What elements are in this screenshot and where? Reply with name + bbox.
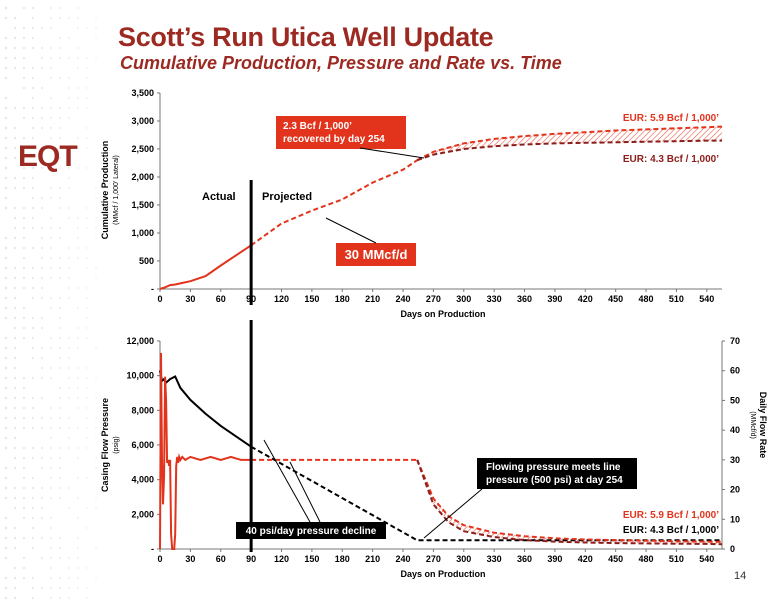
x-tick-label: 120 bbox=[274, 554, 289, 564]
eur-low-label: EUR: 4.3 Bcf / 1,000’ bbox=[623, 154, 719, 165]
eur-low-label: EUR: 4.3 Bcf / 1,000’ bbox=[623, 525, 719, 536]
y2-tick-label: 50 bbox=[730, 395, 740, 405]
y2-axis-label: Daily Flow Rate bbox=[758, 392, 768, 459]
series-line bbox=[160, 353, 251, 549]
x-tick-label: 120 bbox=[274, 294, 289, 304]
x-tick-label: 510 bbox=[669, 554, 684, 564]
callout-decline-text: 40 psi/day pressure decline bbox=[246, 526, 377, 537]
series-line bbox=[160, 245, 251, 289]
y-tick-label: 12,000 bbox=[126, 336, 154, 346]
x-tick-label: 150 bbox=[304, 294, 319, 304]
x-tick-label: 420 bbox=[578, 294, 593, 304]
y-tick-label: 6,000 bbox=[131, 440, 154, 450]
y2-tick-label: 70 bbox=[730, 336, 740, 346]
x-tick-label: 210 bbox=[365, 294, 380, 304]
x-tick-label: 390 bbox=[547, 554, 562, 564]
x-tick-label: 150 bbox=[304, 554, 319, 564]
x-tick-label: 540 bbox=[699, 294, 714, 304]
cumulative-production-chart: 0306090120150180210240270300330360390420… bbox=[0, 0, 776, 330]
y-tick-label: - bbox=[151, 544, 154, 554]
x-tick-label: 90 bbox=[246, 554, 256, 564]
x-tick-label: 360 bbox=[517, 294, 532, 304]
y-tick-label: 2,000 bbox=[131, 172, 154, 182]
x-tick-label: 390 bbox=[547, 294, 562, 304]
x-tick-label: 210 bbox=[365, 554, 380, 564]
callout-decline-arrow-1 bbox=[264, 440, 310, 522]
callout-line-pressure-line2: pressure (500 psi) at day 254 bbox=[486, 475, 623, 486]
x-tick-label: 510 bbox=[669, 294, 684, 304]
y-tick-label: 3,000 bbox=[131, 116, 154, 126]
y-tick-label: 1,500 bbox=[131, 200, 154, 210]
region-label-projected: Projected bbox=[262, 191, 312, 203]
x-tick-label: 450 bbox=[608, 294, 623, 304]
y-tick-label: 4,000 bbox=[131, 475, 154, 485]
callout-recovered-line1: 2.3 Bcf / 1,000’ bbox=[283, 121, 352, 132]
y2-tick-label: 60 bbox=[730, 366, 740, 376]
x-tick-label: 240 bbox=[396, 294, 411, 304]
y2-tick-label: 0 bbox=[730, 544, 735, 554]
x-tick-label: 420 bbox=[578, 554, 593, 564]
callout-rate-text: 30 MMcf/d bbox=[345, 247, 408, 262]
callout-recovered-arrow bbox=[360, 148, 424, 158]
x-tick-label: 0 bbox=[157, 554, 162, 564]
x-axis-label: Days on Production bbox=[400, 569, 485, 579]
y-tick-label: 10,000 bbox=[126, 371, 154, 381]
x-tick-label: 300 bbox=[456, 294, 471, 304]
x-tick-label: 360 bbox=[517, 554, 532, 564]
x-tick-label: 330 bbox=[487, 294, 502, 304]
y-tick-label: 500 bbox=[139, 256, 154, 266]
y-tick-label: 2,000 bbox=[131, 509, 154, 519]
y-tick-label: 8,000 bbox=[131, 405, 154, 415]
x-tick-label: 180 bbox=[335, 554, 350, 564]
x-tick-label: 480 bbox=[639, 294, 654, 304]
y-axis-sublabel: (MMcf / 1,000’ Lateral) bbox=[113, 155, 120, 225]
y2-tick-label: 30 bbox=[730, 455, 740, 465]
x-tick-label: 30 bbox=[185, 554, 195, 564]
region-label-actual: Actual bbox=[202, 191, 236, 203]
y-tick-label: - bbox=[151, 284, 154, 294]
x-tick-label: 240 bbox=[396, 554, 411, 564]
y-tick-label: 2,500 bbox=[131, 144, 154, 154]
x-axis-label: Days on Production bbox=[400, 309, 485, 319]
x-tick-label: 30 bbox=[185, 294, 195, 304]
callout-rate-arrow bbox=[326, 218, 376, 243]
y-axis-label: Cumulative Production bbox=[100, 141, 110, 240]
x-tick-label: 0 bbox=[157, 294, 162, 304]
y-tick-label: 1,000 bbox=[131, 228, 154, 238]
y2-axis-sublabel: (MMcf/d) bbox=[749, 411, 756, 439]
x-tick-label: 300 bbox=[456, 554, 471, 564]
eur-high-label: EUR: 5.9 Bcf / 1,000’ bbox=[623, 113, 719, 124]
x-tick-label: 180 bbox=[335, 294, 350, 304]
x-tick-label: 60 bbox=[216, 554, 226, 564]
x-tick-label: 480 bbox=[639, 554, 654, 564]
x-tick-label: 450 bbox=[608, 554, 623, 564]
y2-tick-label: 20 bbox=[730, 485, 740, 495]
x-tick-label: 270 bbox=[426, 554, 441, 564]
eur-high-label: EUR: 5.9 Bcf / 1,000’ bbox=[623, 510, 719, 521]
y-tick-label: 3,500 bbox=[131, 88, 154, 98]
x-tick-label: 60 bbox=[216, 294, 226, 304]
y2-tick-label: 40 bbox=[730, 425, 740, 435]
x-tick-label: 540 bbox=[699, 554, 714, 564]
series-line bbox=[160, 371, 251, 447]
y-axis-sublabel: (psig) bbox=[113, 436, 120, 454]
pressure-rate-chart: 0 30 60 90 120 150 180 210 240 270 300 330 360 390 420… bbox=[0, 320, 776, 600]
x-tick-label: 270 bbox=[426, 294, 441, 304]
x-tick-label: 330 bbox=[487, 554, 502, 564]
y-axis-label: Casing Flow Pressure bbox=[100, 398, 110, 492]
callout-recovered-line2: recovered by day 254 bbox=[283, 134, 385, 145]
callout-line-pressure-line1: Flowing pressure meets line bbox=[486, 462, 621, 473]
y2-tick-label: 10 bbox=[730, 514, 740, 524]
